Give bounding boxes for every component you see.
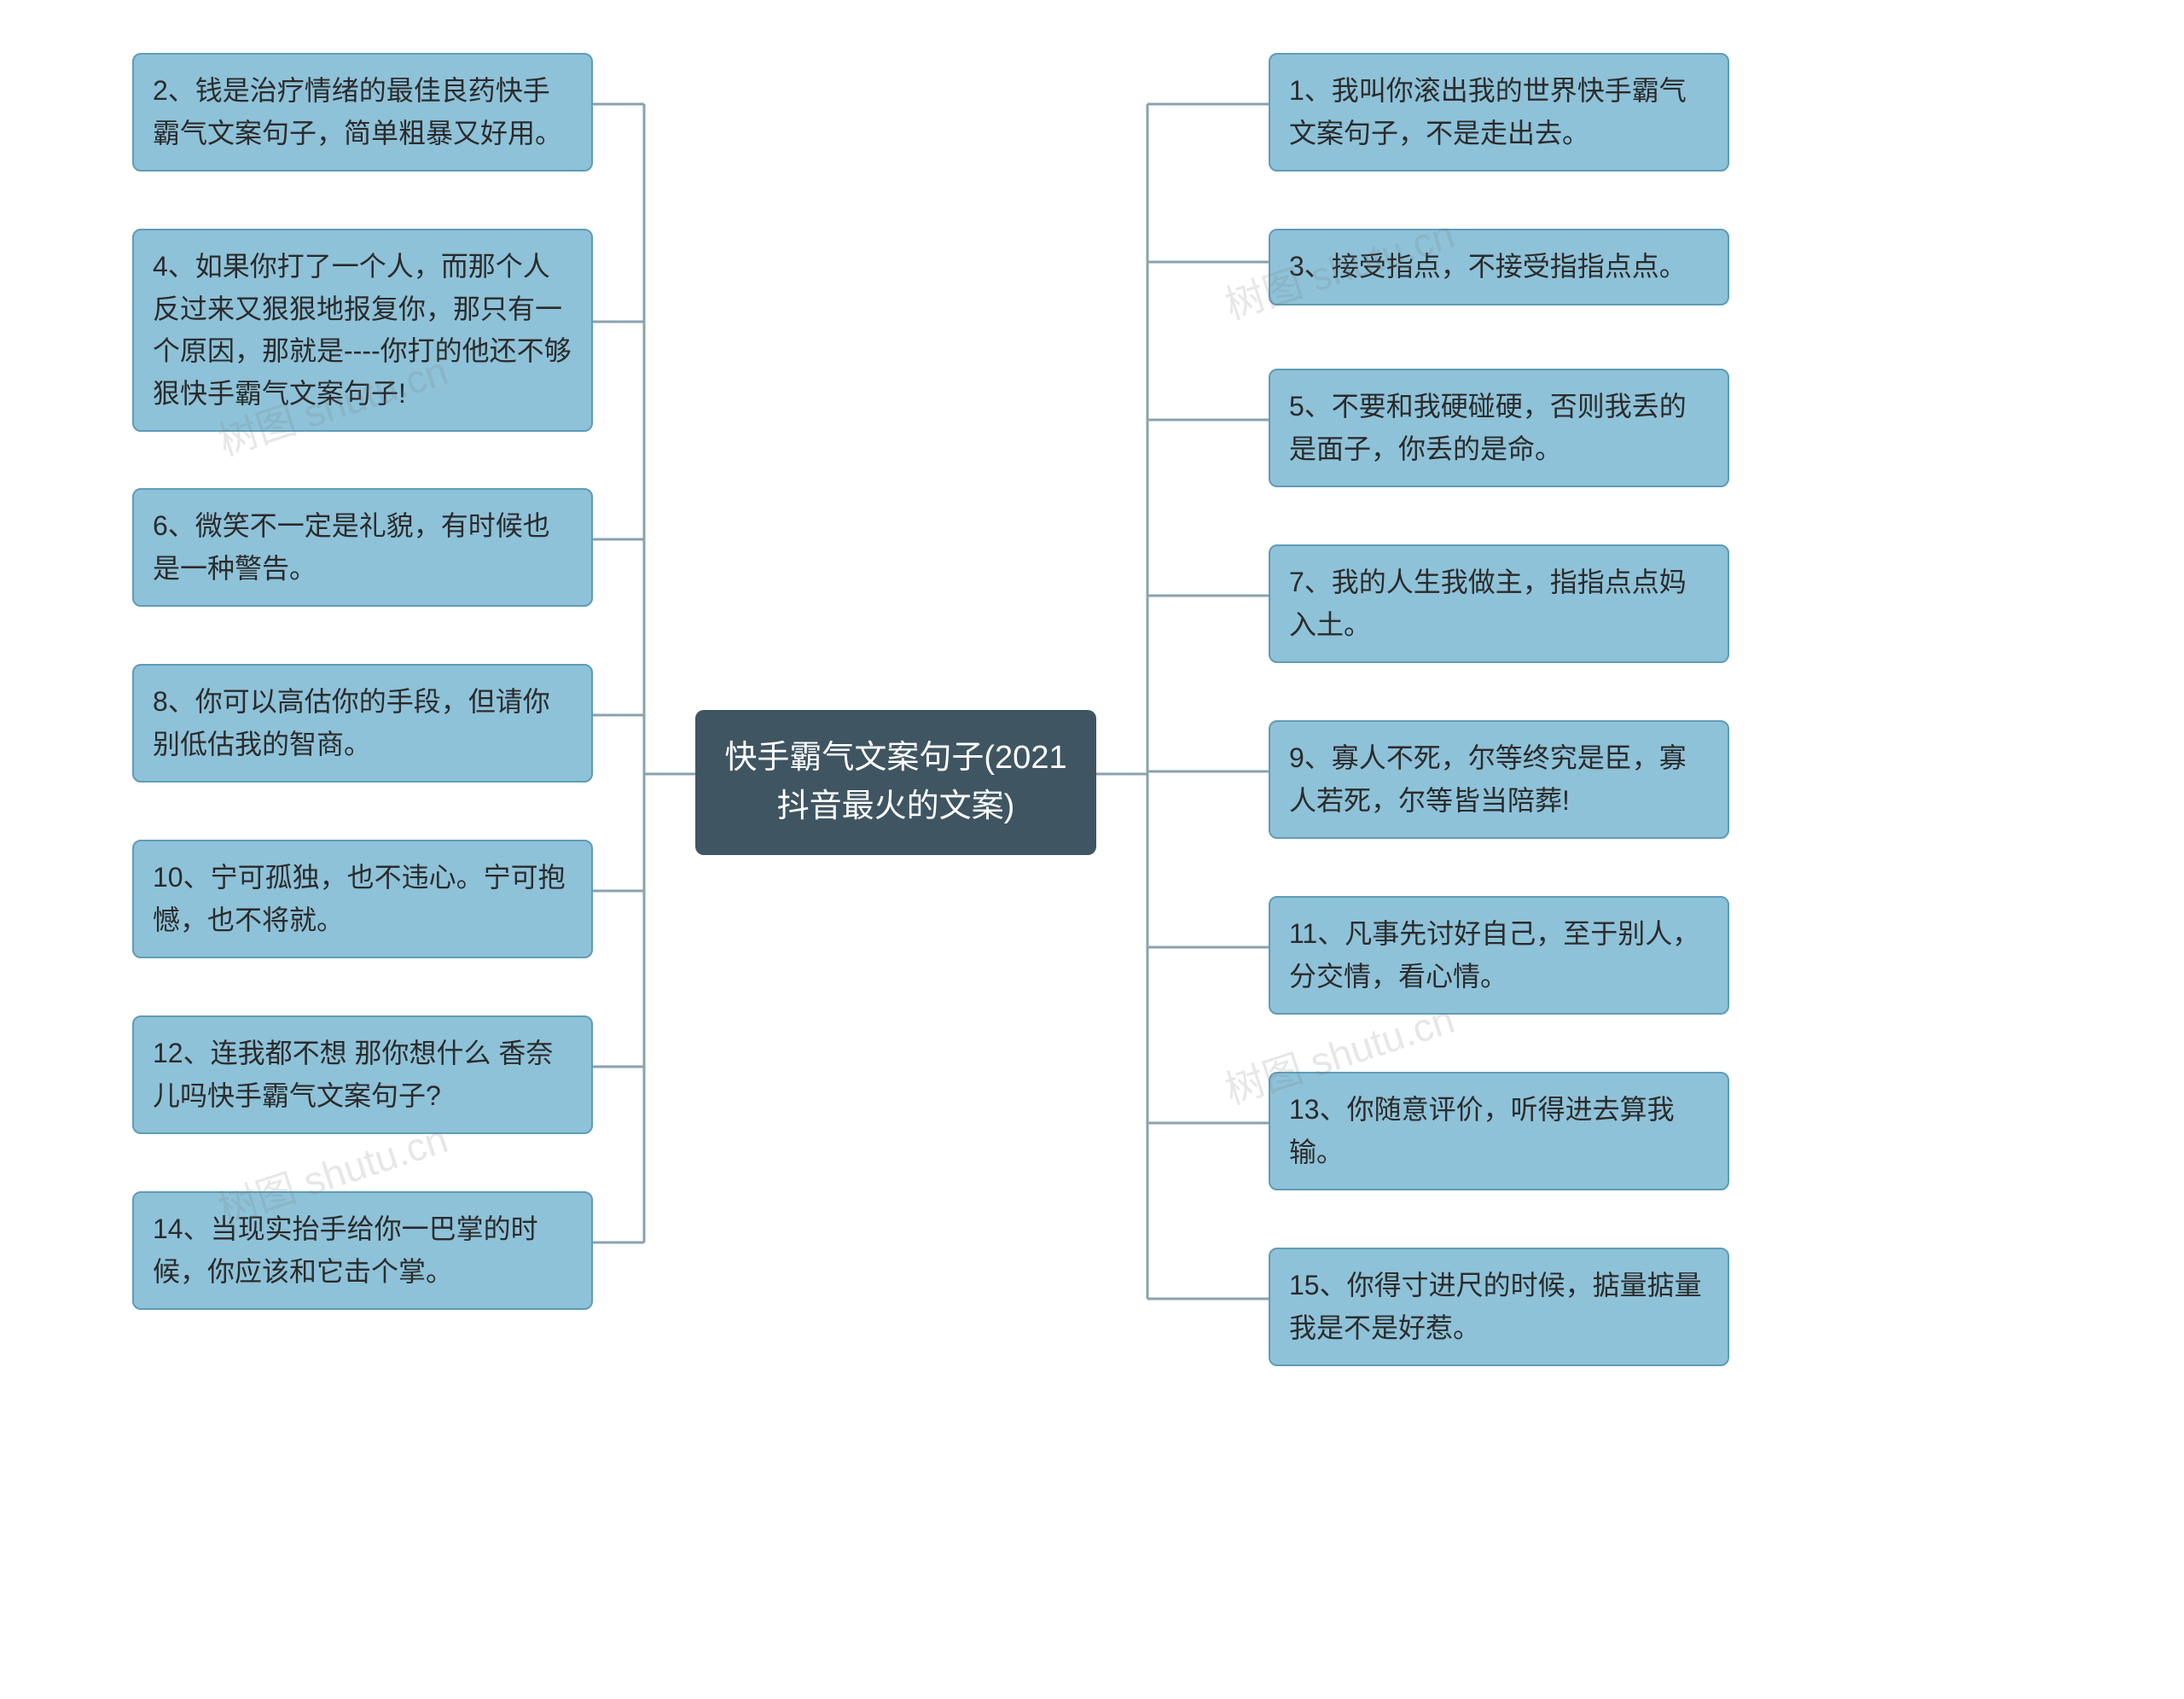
left-node-1: 4、如果你打了一个人，而那个人反过来又狠狠地报复你，那只有一个原因，那就是---… bbox=[132, 229, 593, 432]
right-node-2: 5、不要和我硬碰硬，否则我丢的是面子，你丢的是命。 bbox=[1269, 369, 1729, 487]
right-node-0: 1、我叫你滚出我的世界快手霸气文案句子，不是走出去。 bbox=[1269, 53, 1729, 172]
left-node-4: 10、宁可孤独，也不违心。宁可抱憾，也不将就。 bbox=[132, 840, 593, 958]
center-node: 快手霸气文案句子(2021抖音最火的文案) bbox=[695, 710, 1096, 855]
right-node-4: 9、寡人不死，尔等终究是臣，寡人若死，尔等皆当陪葬! bbox=[1269, 720, 1729, 839]
left-node-6: 14、当现实抬手给你一巴掌的时候，你应该和它击个掌。 bbox=[132, 1191, 593, 1310]
left-node-0: 2、钱是治疗情绪的最佳良药快手霸气文案句子，简单粗暴又好用。 bbox=[132, 53, 593, 172]
left-node-2: 6、微笑不一定是礼貌，有时候也是一种警告。 bbox=[132, 488, 593, 607]
mindmap-canvas: 快手霸气文案句子(2021抖音最火的文案) 2、钱是治疗情绪的最佳良药快手霸气文… bbox=[0, 0, 2184, 1699]
left-node-3: 8、你可以高估你的手段，但请你别低估我的智商。 bbox=[132, 664, 593, 783]
right-node-3: 7、我的人生我做主，指指点点妈入土。 bbox=[1269, 544, 1729, 663]
right-node-1: 3、接受指点，不接受指指点点。 bbox=[1269, 229, 1729, 305]
right-node-7: 15、你得寸进尺的时候，掂量掂量我是不是好惹。 bbox=[1269, 1248, 1729, 1366]
left-node-5: 12、连我都不想 那你想什么 香奈儿吗快手霸气文案句子? bbox=[132, 1015, 593, 1134]
right-node-5: 11、凡事先讨好自己，至于别人，分交情，看心情。 bbox=[1269, 896, 1729, 1015]
right-node-6: 13、你随意评价，听得进去算我输。 bbox=[1269, 1072, 1729, 1190]
